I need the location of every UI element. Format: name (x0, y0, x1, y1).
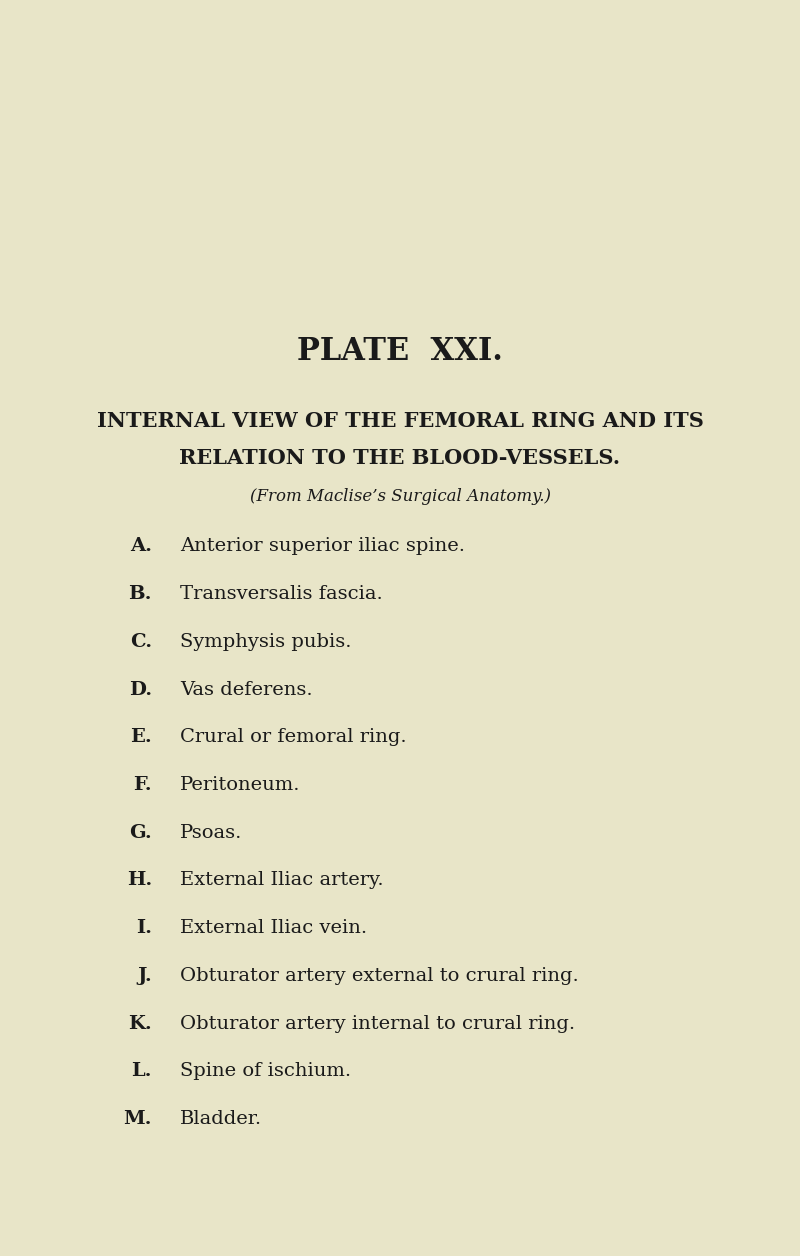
Text: C.: C. (130, 633, 152, 651)
Text: B.: B. (129, 585, 152, 603)
Text: Transversalis fascia.: Transversalis fascia. (180, 585, 382, 603)
Text: Crural or femoral ring.: Crural or femoral ring. (180, 728, 406, 746)
Text: Bladder.: Bladder. (180, 1110, 262, 1128)
Text: External Iliac artery.: External Iliac artery. (180, 872, 384, 889)
Text: A.: A. (130, 538, 152, 555)
Text: J.: J. (138, 967, 152, 985)
Text: PLATE  XXI.: PLATE XXI. (297, 337, 503, 367)
Text: D.: D. (129, 681, 152, 698)
Text: K.: K. (128, 1015, 152, 1032)
Text: Vas deferens.: Vas deferens. (180, 681, 313, 698)
Text: Symphysis pubis.: Symphysis pubis. (180, 633, 351, 651)
Text: Psoas.: Psoas. (180, 824, 242, 842)
Text: Obturator artery internal to crural ring.: Obturator artery internal to crural ring… (180, 1015, 575, 1032)
Text: Anterior superior iliac spine.: Anterior superior iliac spine. (180, 538, 465, 555)
Text: Peritoneum.: Peritoneum. (180, 776, 301, 794)
Text: G.: G. (130, 824, 152, 842)
Text: F.: F. (134, 776, 152, 794)
Text: Obturator artery external to crural ring.: Obturator artery external to crural ring… (180, 967, 578, 985)
Text: External Iliac vein.: External Iliac vein. (180, 919, 367, 937)
Text: M.: M. (123, 1110, 152, 1128)
Text: H.: H. (126, 872, 152, 889)
Text: L.: L. (131, 1063, 152, 1080)
Text: INTERNAL VIEW OF THE FEMORAL RING AND ITS: INTERNAL VIEW OF THE FEMORAL RING AND IT… (97, 411, 703, 431)
Text: RELATION TO THE BLOOD-VESSELS.: RELATION TO THE BLOOD-VESSELS. (179, 448, 621, 468)
Text: (From Maclise’s Surgical Anatomy.): (From Maclise’s Surgical Anatomy.) (250, 487, 550, 505)
Text: E.: E. (130, 728, 152, 746)
Text: I.: I. (136, 919, 152, 937)
Text: Spine of ischium.: Spine of ischium. (180, 1063, 351, 1080)
